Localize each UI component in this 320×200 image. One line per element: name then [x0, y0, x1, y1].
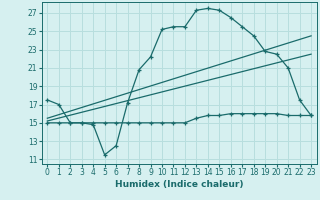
X-axis label: Humidex (Indice chaleur): Humidex (Indice chaleur) — [115, 180, 244, 189]
